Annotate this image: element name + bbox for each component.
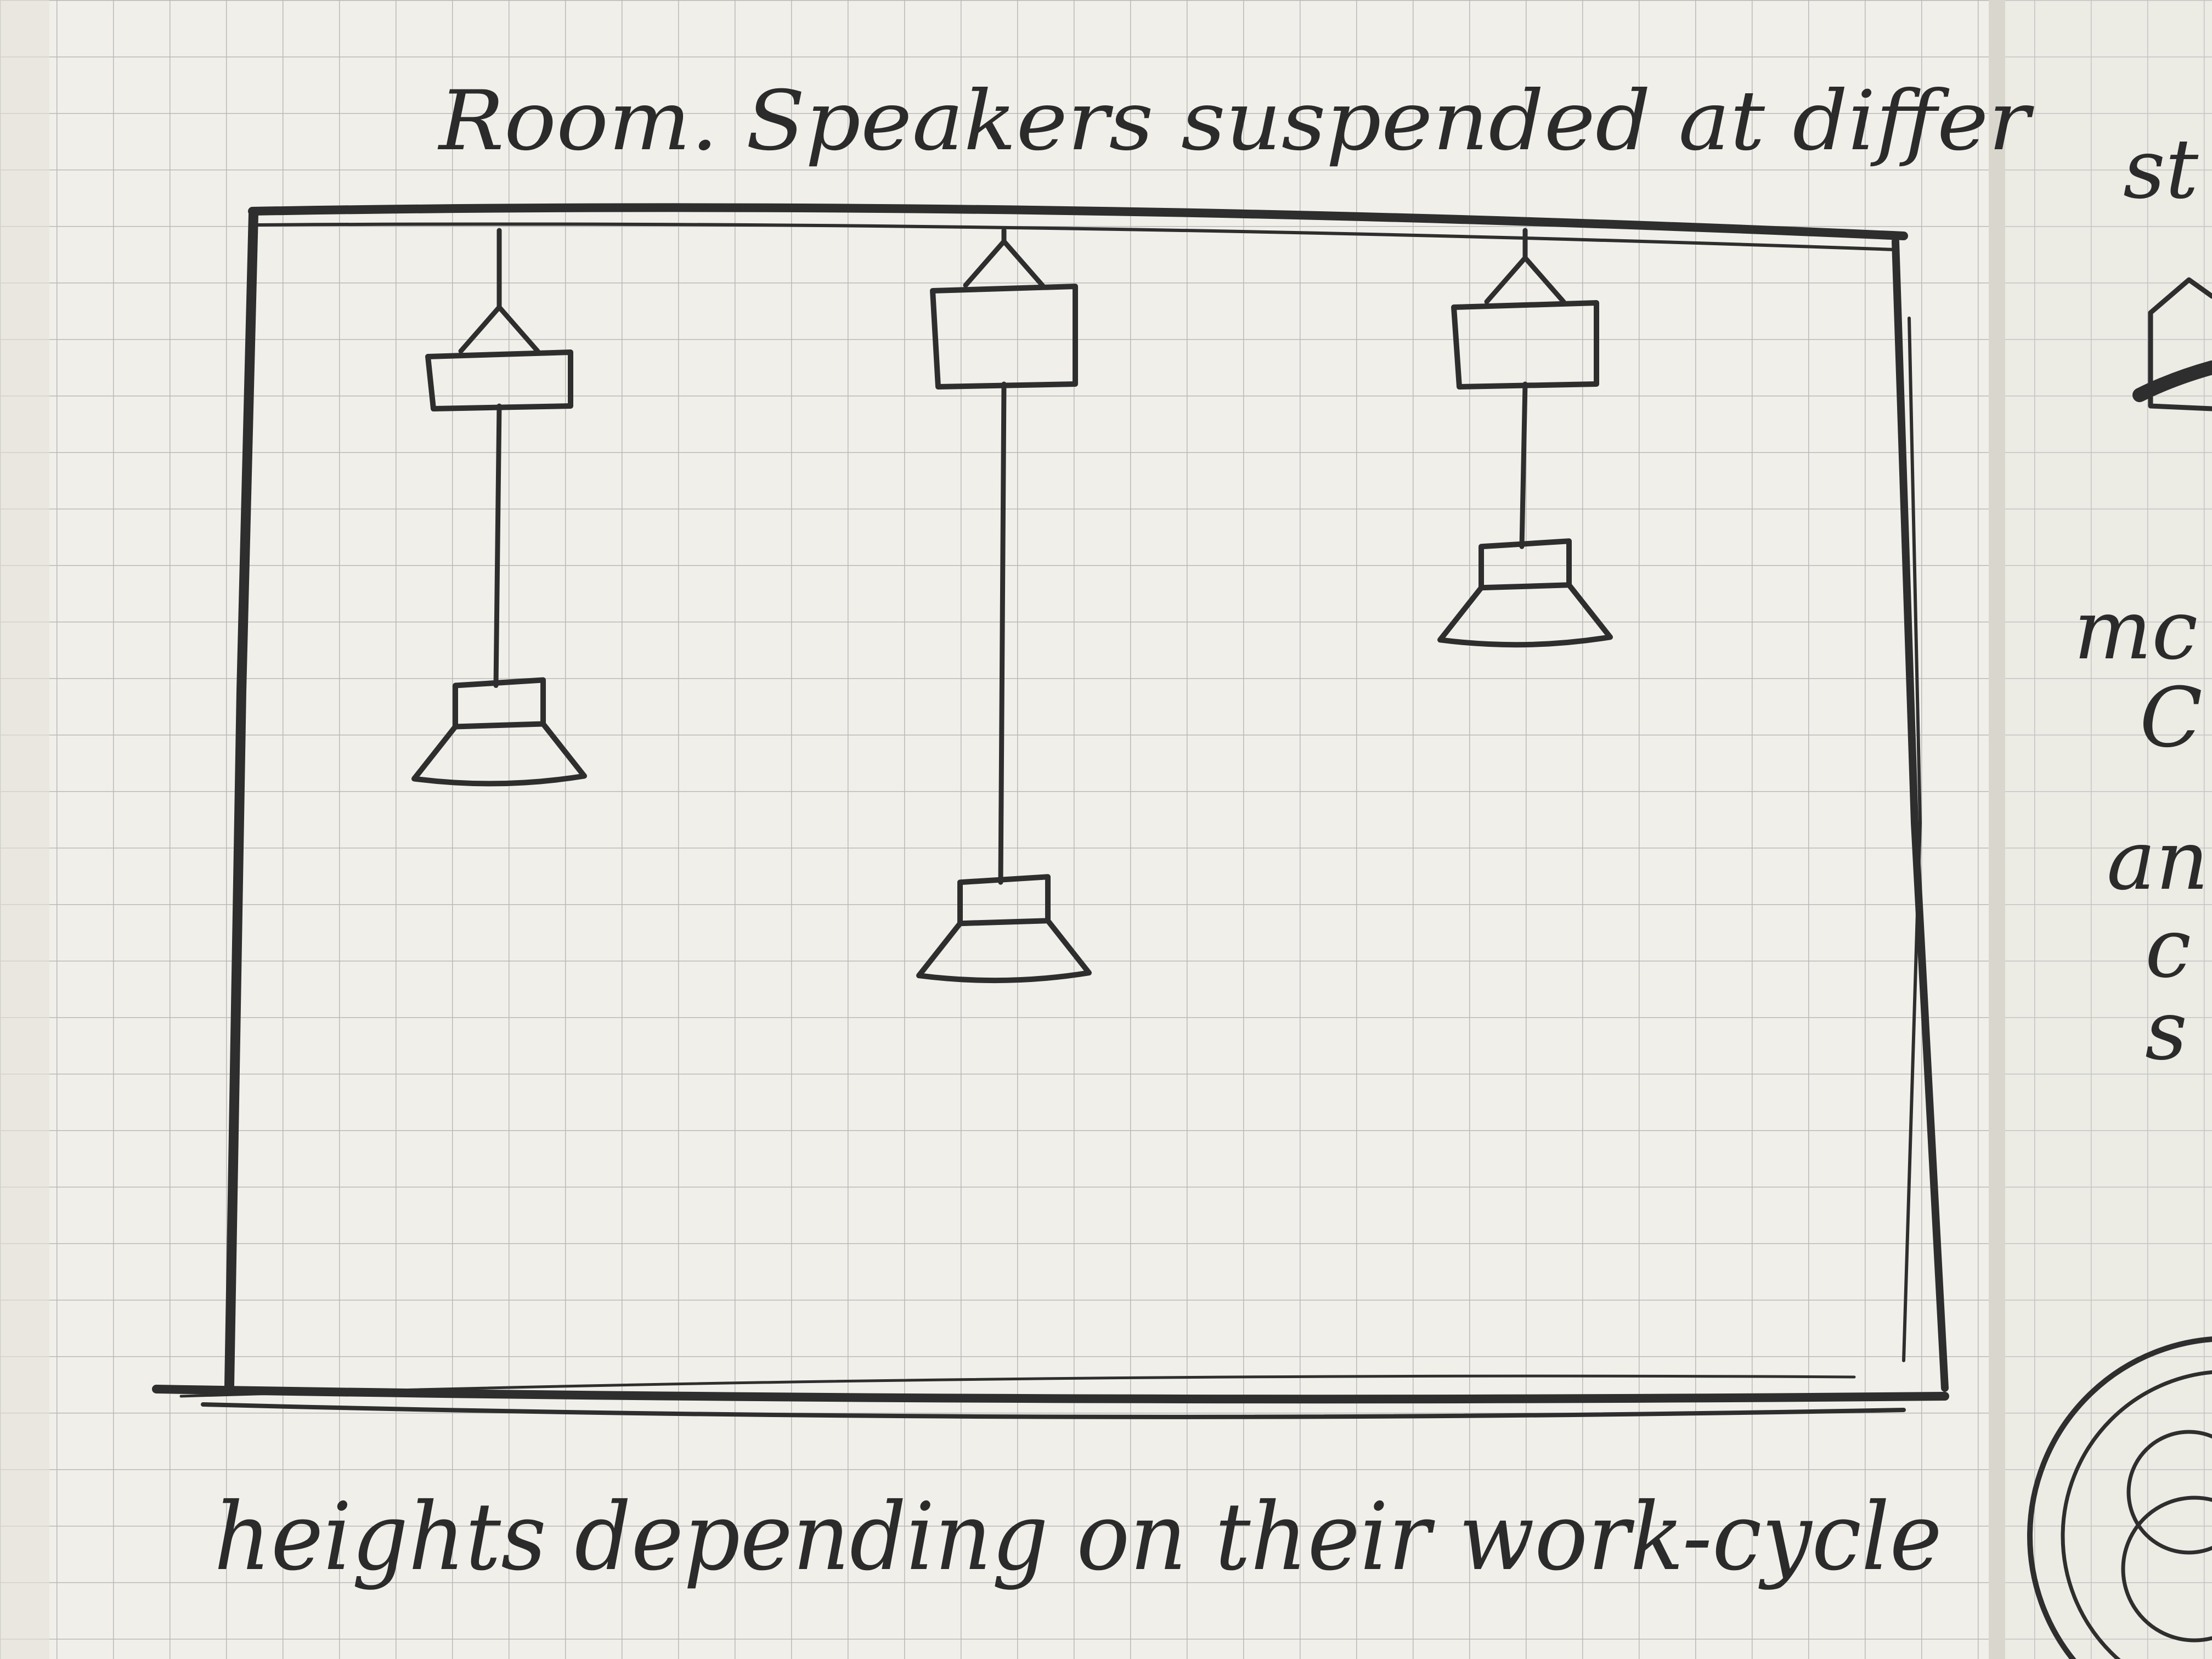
caption-handwriting: heights depending on their work-cycle	[214, 1483, 1942, 1592]
margin-note-1: st	[2123, 122, 2199, 217]
margin-note-2: mc	[2074, 583, 2198, 678]
margin-note-4: an	[2107, 813, 2209, 909]
title-handwriting: Room. Speakers suspended at differ	[437, 74, 2035, 169]
margin-note-5: c	[2145, 901, 2191, 996]
margin-note-3: C	[2140, 670, 2203, 766]
margin-note-6: s	[2145, 983, 2187, 1079]
speaker-cable	[1001, 384, 1004, 882]
speaker-cable	[496, 406, 499, 686]
speaker-cable	[1522, 384, 1525, 546]
